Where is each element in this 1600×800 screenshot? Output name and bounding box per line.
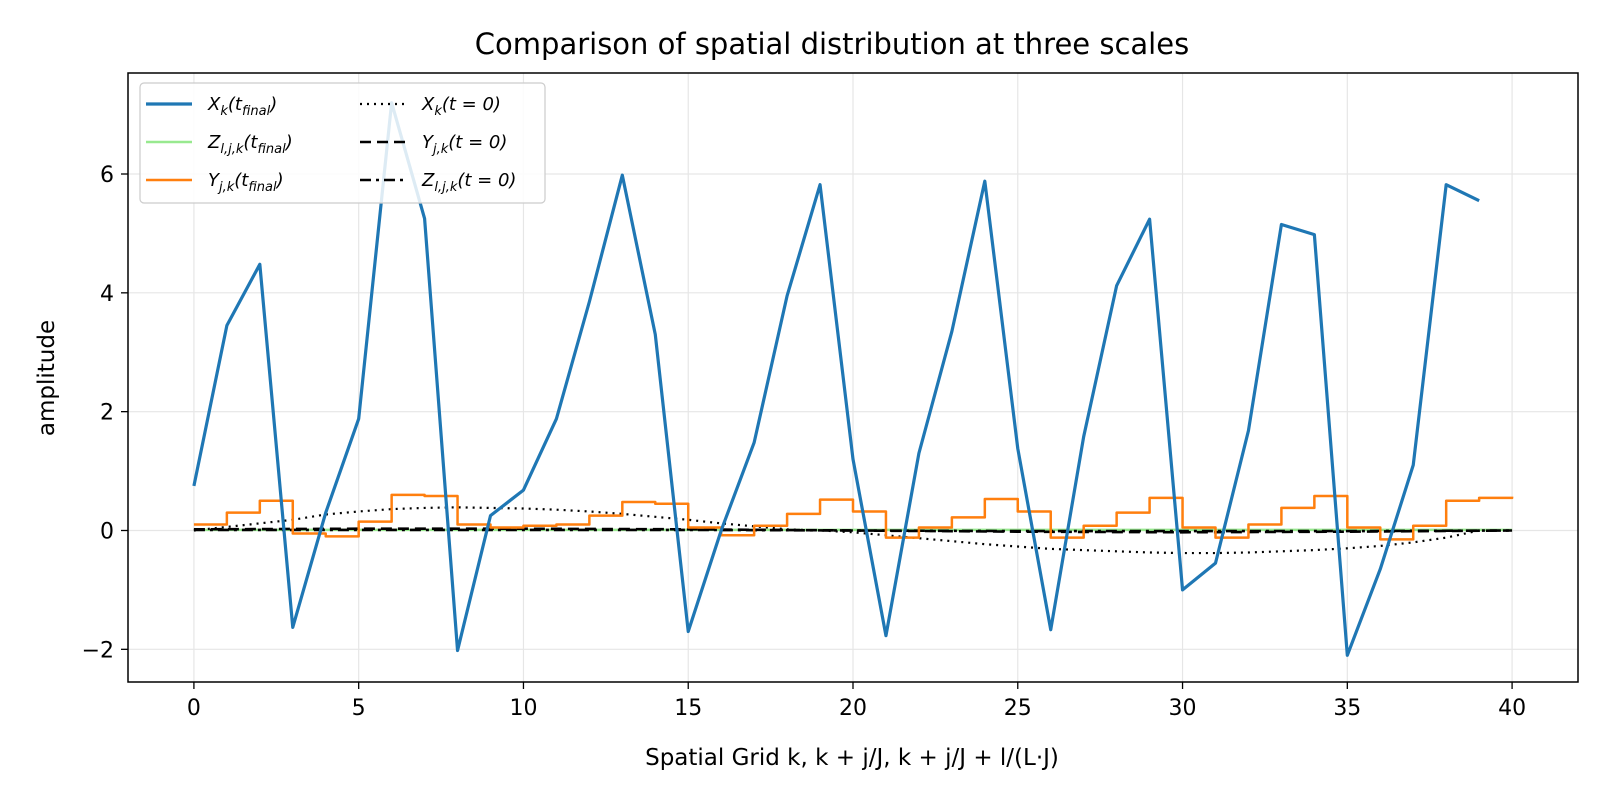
x-tick-label: 35 [1333,696,1361,721]
legend-label-4: Yj,k(t = 0) [422,132,507,157]
plot-frame [127,72,1579,683]
chart-title: Comparison of spatial distribution at th… [475,27,1189,61]
series-line-2 [193,493,1514,541]
y-tick-label: 4 [100,282,114,307]
legend-label-1: Zl,j,k(tfinal) [207,132,293,157]
y-tick-label: 2 [100,401,114,426]
ticks: 0 5 10 15 20 25 30 35 40 −2 0 2 4 6 [82,163,1527,721]
legend-label-2: Yj,k(tfinal) [208,170,284,195]
legend: Xk(tfinal) Zl,j,k(tfinal) Yj,k(tfinal) Xk(t… [139,82,546,204]
x-tick-label: 40 [1498,696,1526,721]
legend-box [139,82,546,204]
x-tick-label: 10 [509,696,537,721]
x-tick-label: 15 [674,696,702,721]
x-tick-label: 25 [1004,696,1032,721]
series-line-5 [193,528,1513,533]
y-tick-label: 6 [100,163,114,188]
x-tick-label: 5 [352,696,366,721]
x-tick-label: 20 [839,696,867,721]
x-tick-label: 0 [187,696,201,721]
y-axis-label: amplitude [34,320,60,436]
legend-label-0: Xk(tfinal) [207,94,277,119]
legend-label-5: Zl,j,k(t = 0) [421,170,516,195]
legend-label-3: Xk(t = 0) [421,94,501,119]
x-tick-label: 30 [1169,696,1197,721]
y-tick-label: −2 [82,638,114,663]
y-tick-label: 0 [100,519,114,544]
x-axis-label: Spatial Grid k, k + j/J, k + j/J + l/(L·… [645,745,1059,771]
